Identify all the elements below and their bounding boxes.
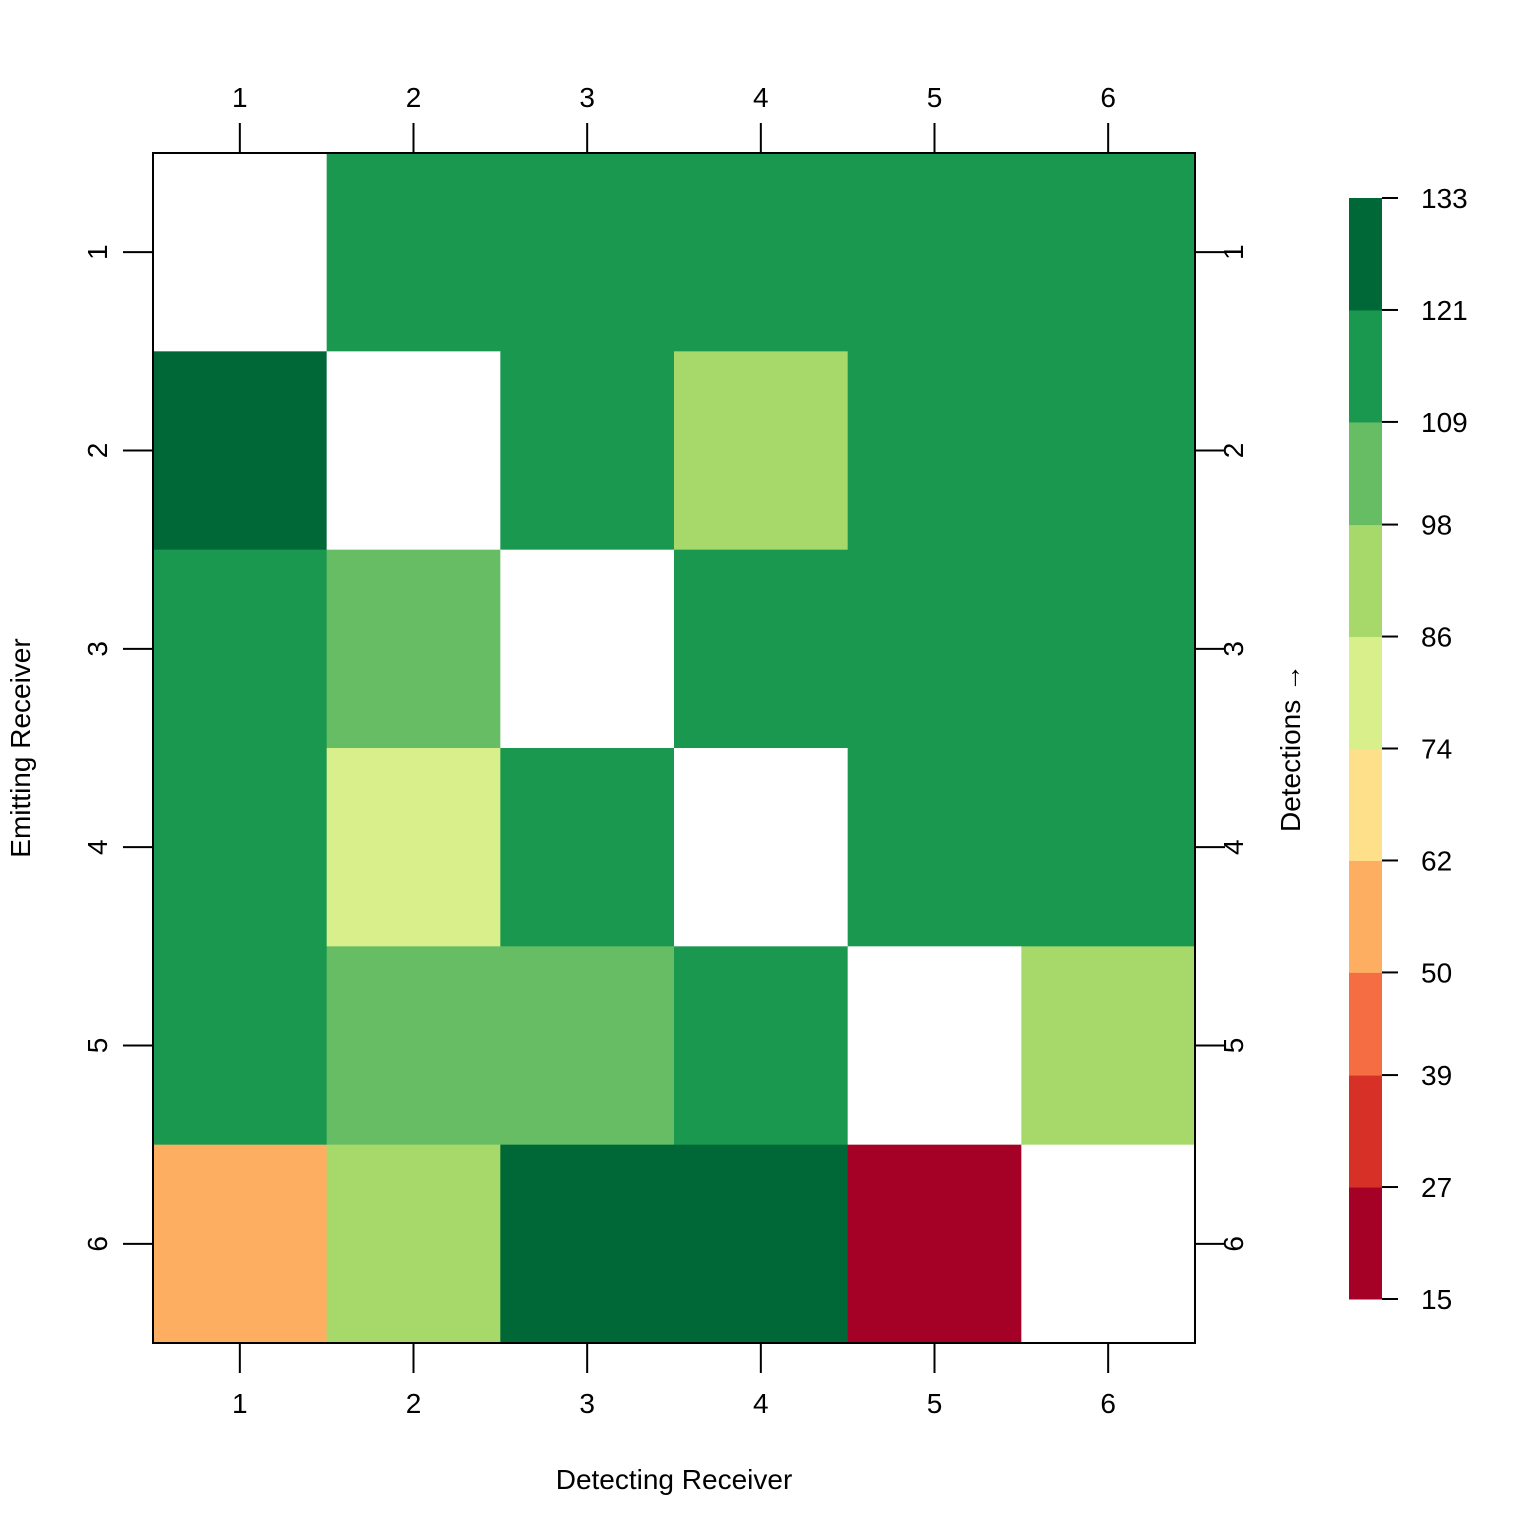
y-tick-label: 2 (82, 443, 113, 459)
x-tick-label: 4 (753, 1388, 769, 1419)
x-top-tick-label: 4 (753, 82, 769, 113)
colorbar-tick-label: 27 (1421, 1172, 1452, 1203)
heatmap-cell (326, 1144, 501, 1344)
heatmap-cell (1021, 351, 1196, 551)
colorbar-swatch (1349, 860, 1382, 973)
heatmap-cell (1021, 1144, 1196, 1344)
heatmap-cell (1021, 153, 1196, 352)
colorbar-tick-label: 74 (1421, 734, 1452, 765)
colorbar-tick-label: 133 (1421, 183, 1468, 214)
y-right-tick-label: 6 (1218, 1236, 1249, 1252)
y-axis-title: Emitting Receiver (5, 638, 36, 857)
x-top-tick-label: 3 (579, 82, 595, 113)
heatmap-cell (153, 153, 328, 352)
heatmap-cell (674, 351, 849, 551)
heatmap-cell (500, 549, 675, 749)
heatmap-cell (847, 351, 1022, 551)
heatmap-cell (326, 351, 501, 551)
plot-frame (152, 152, 1196, 1344)
x-top-tick-label: 2 (406, 82, 422, 113)
heatmap-cell (153, 549, 328, 749)
heatmap-cell (847, 946, 1022, 1146)
colorbar: 15 27 39 50 62 74 86 98 109 121 133 (1349, 183, 1468, 1315)
colorbar-tick-label: 15 (1421, 1284, 1452, 1315)
heatmap-cell (326, 946, 501, 1146)
x-tick-label: 6 (1100, 1388, 1116, 1419)
heatmap-cell (326, 153, 501, 352)
y-tick-label: 4 (82, 839, 113, 855)
colorbar-swatch (1349, 524, 1382, 638)
heatmap-cell (1021, 549, 1196, 749)
y-right-tick-label: 4 (1218, 839, 1249, 855)
heatmap-cell (674, 946, 849, 1146)
heatmap-cell (153, 351, 328, 551)
x-tick-label: 1 (232, 1388, 248, 1419)
colorbar-swatch (1349, 309, 1382, 423)
heatmap-cell (500, 153, 675, 352)
colorbar-swatch (1349, 198, 1382, 311)
heatmap-cell (1021, 748, 1196, 947)
heatmap-cell (500, 946, 675, 1146)
colorbar-tick-label: 98 (1421, 510, 1452, 541)
y-right-tick-label: 2 (1218, 443, 1249, 459)
y-tick-label: 3 (82, 641, 113, 657)
colorbar-tick-label: 109 (1421, 407, 1468, 438)
y-right-tick-label: 1 (1218, 244, 1249, 260)
heatmap-cell (847, 1144, 1022, 1344)
heatmap-cell (153, 946, 328, 1146)
colorbar-title: Detections → (1275, 664, 1306, 832)
heatmap-cell (153, 748, 328, 947)
x-top-tick-label: 5 (927, 82, 943, 113)
heatmap-cell (326, 549, 501, 749)
heatmap-cell (674, 1144, 849, 1344)
colorbar-tick-label: 121 (1421, 295, 1468, 326)
heatmap-cell (500, 1144, 675, 1344)
x-axis-title: Detecting Receiver (556, 1464, 793, 1495)
y-right-tick-label: 3 (1218, 641, 1249, 657)
heatmap-cell (500, 748, 675, 947)
heatmap-cell (153, 1144, 328, 1344)
colorbar-swatch (1349, 1075, 1382, 1188)
y-tick-label: 6 (82, 1236, 113, 1252)
colorbar-swatch (1349, 748, 1382, 861)
axis-ticks: 1 1 2 2 3 3 4 4 5 5 6 6 1 1 2 2 3 3 4 4 5 5 6 6 (82, 82, 1249, 1419)
colorbar-tick-label: 86 (1421, 622, 1452, 653)
y-tick-label: 5 (82, 1038, 113, 1054)
heatmap-cell (674, 748, 849, 947)
x-top-tick-label: 6 (1100, 82, 1116, 113)
heatmap-cell (847, 549, 1022, 749)
x-tick-label: 3 (579, 1388, 595, 1419)
colorbar-tick-label: 50 (1421, 957, 1452, 988)
heatmap-cell (847, 153, 1022, 352)
y-right-tick-label: 5 (1218, 1038, 1249, 1054)
colorbar-swatch (1349, 421, 1382, 526)
x-tick-label: 2 (406, 1388, 422, 1419)
x-top-tick-label: 1 (232, 82, 248, 113)
y-tick-label: 1 (82, 244, 113, 260)
colorbar-swatch (1349, 972, 1382, 1076)
heatmap-cell (1021, 946, 1196, 1146)
heatmap-cells (153, 153, 1196, 1344)
colorbar-tick-label: 39 (1421, 1060, 1452, 1091)
x-tick-label: 5 (927, 1388, 943, 1419)
heatmap-cell (326, 748, 501, 947)
colorbar-swatch (1349, 1187, 1382, 1300)
heatmap-cell (500, 351, 675, 551)
heatmap-cell (674, 153, 849, 352)
colorbar-swatch (1349, 636, 1382, 749)
heatmap-cell (674, 549, 849, 749)
heatmap-cell (847, 748, 1022, 947)
colorbar-tick-label: 62 (1421, 845, 1452, 876)
